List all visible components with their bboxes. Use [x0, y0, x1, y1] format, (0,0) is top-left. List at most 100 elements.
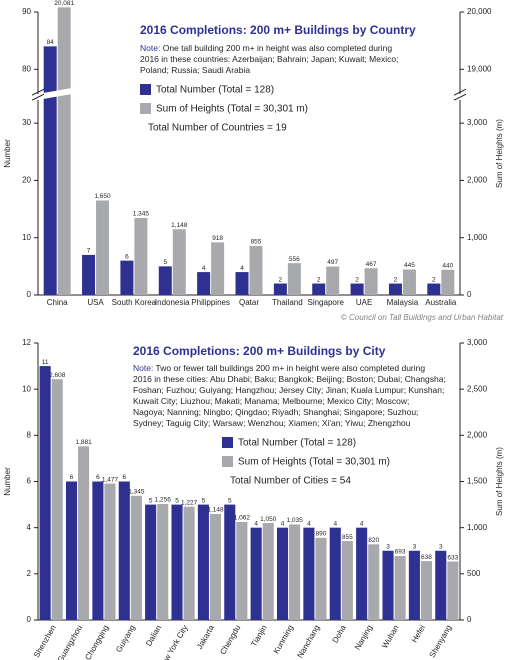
bar [368, 544, 380, 620]
y-tick-label: 90 [22, 7, 31, 16]
y2-tick-label: 19,000 [467, 64, 492, 73]
bar [183, 506, 195, 620]
bar [388, 283, 402, 295]
x-tick-label: China [47, 298, 68, 307]
y2-tick-label: 3,000 [467, 338, 488, 347]
bar [171, 504, 183, 620]
y-tick-label: 6 [27, 477, 32, 486]
note: 2016 in these countries: Azerbaijan; Bah… [140, 54, 398, 64]
legend-label: Sum of Heights (Total = 30,301 m) [238, 457, 390, 468]
value-label: 1,035 [286, 517, 303, 524]
y2-tick-label: 2,000 [467, 176, 488, 185]
bar [39, 366, 51, 620]
value-label: 4 [254, 520, 258, 527]
bar [157, 504, 169, 620]
y2-tick-label: 3,000 [467, 118, 488, 127]
bar [120, 260, 134, 295]
y2-tick-label: 500 [467, 569, 481, 578]
y-tick-label: 10 [22, 233, 31, 242]
bar [43, 46, 57, 295]
y2-tick-label: 20,000 [467, 7, 492, 16]
note: 2016 in these cities: Abu Dhabi; Baku; B… [133, 374, 446, 384]
value-label: 1,345 [128, 489, 145, 496]
bar [382, 550, 394, 620]
y-axis-title: Number [3, 467, 12, 496]
value-label: 5 [175, 497, 179, 504]
bar [211, 242, 225, 295]
x-tick-label: Indonesia [155, 298, 190, 307]
bar [326, 266, 340, 295]
x-tick-label: Jakarta [195, 623, 216, 651]
y2-tick-label: 0 [467, 290, 472, 299]
value-label: 497 [327, 259, 338, 266]
value-label: 638 [421, 554, 432, 561]
bar [250, 527, 262, 620]
legend-label: Total Number (Total = 128) [238, 438, 356, 449]
y2-tick-label: 2,500 [467, 384, 488, 393]
x-tick-label: Australia [425, 298, 457, 307]
break-mark [31, 88, 45, 96]
y-tick-label: 4 [27, 523, 32, 532]
note: Sydney; Taguig City; Warsaw; Wenzhou; Xi… [133, 418, 411, 428]
bar [51, 379, 63, 620]
bar [92, 481, 104, 620]
axis-break [30, 87, 77, 102]
x-tick-label: Malaysia [387, 298, 419, 307]
value-label: 890 [316, 531, 327, 538]
note-text: Foshan; Fuzhou; Guiyang; Hangzhou; Jerse… [133, 385, 444, 395]
note-text: Sydney; Taguig City; Warsaw; Wenzhou; Xi… [133, 418, 411, 428]
x-tick-label: Doha [331, 623, 349, 645]
bar [394, 556, 406, 620]
x-tick-label: Nanjing [353, 624, 374, 652]
bar [276, 527, 289, 620]
value-label: 5 [202, 497, 206, 504]
x-tick-label: Wuhan [380, 624, 400, 650]
y-tick-label: 10 [22, 384, 31, 393]
bar [402, 269, 416, 295]
bar [96, 200, 110, 295]
note: Kuwait City; Liuzhou; Makati; Manama; Me… [133, 396, 409, 406]
y-tick-label: 80 [22, 64, 31, 73]
value-label: 1,345 [133, 211, 150, 218]
y-tick-label: 0 [27, 615, 32, 624]
value-label: 918 [212, 235, 223, 242]
y2-tick-label: 0 [467, 615, 472, 624]
y2-tick-label: 1,000 [467, 233, 488, 242]
bar [262, 523, 274, 620]
x-tick-label: Singapore [307, 298, 344, 307]
value-label: 1,062 [234, 515, 251, 522]
value-label: 693 [395, 549, 406, 556]
x-tick-label: Philippines [191, 298, 230, 307]
y-tick-label: 20 [22, 176, 31, 185]
note-label: Note: [140, 43, 160, 53]
bar [172, 229, 186, 295]
bar [118, 481, 130, 620]
note-text: Kuwait City; Liuzhou; Makati; Manama; Me… [133, 396, 409, 406]
break-mark [453, 93, 467, 101]
legend-label: Total Number (Total = 128) [156, 85, 274, 96]
x-tick-label: UAE [356, 298, 372, 307]
value-label: 1,256 [155, 497, 172, 504]
x-tick-label: Guiyang [114, 624, 137, 654]
bar [235, 272, 249, 295]
value-label: 2 [355, 276, 359, 283]
y-tick-label: 12 [22, 338, 31, 347]
y2-tick-label: 1,000 [467, 523, 488, 532]
bar [329, 527, 341, 620]
bar [435, 550, 447, 620]
bar [249, 246, 263, 295]
bar [236, 521, 248, 620]
x-tick-label: Chengdu [218, 624, 242, 657]
value-label: 1,881 [75, 439, 92, 446]
value-label: 440 [442, 263, 453, 270]
bar [427, 283, 441, 295]
bar [420, 561, 433, 620]
bar [224, 504, 236, 620]
bar [315, 537, 327, 620]
value-label: 4 [281, 520, 285, 527]
value-label: 6 [125, 253, 129, 260]
bar [364, 268, 378, 295]
value-label: 2,608 [49, 372, 66, 379]
x-tick-label: Shenyang [428, 624, 454, 660]
